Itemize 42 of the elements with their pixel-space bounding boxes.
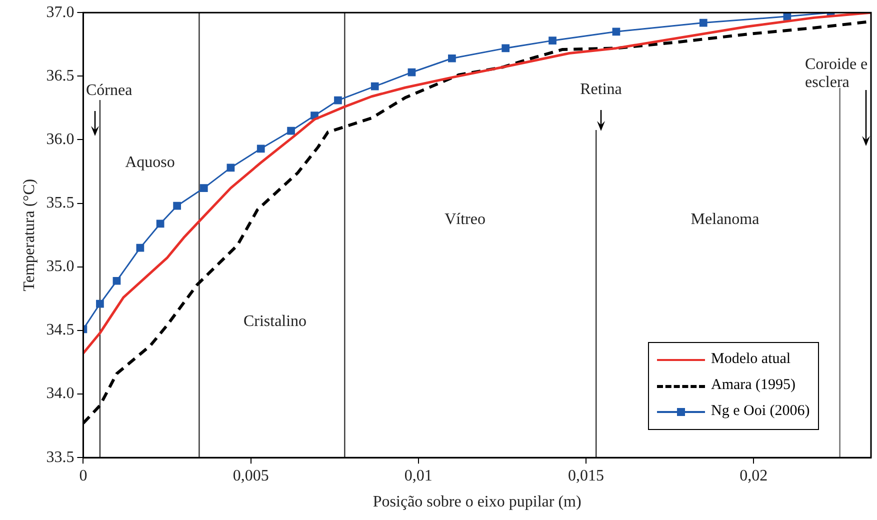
x-tick-label: 0,005 — [232, 467, 269, 484]
x-tick-label: 0,015 — [568, 467, 604, 484]
x-tick-label: 0,02 — [740, 467, 768, 484]
point — [699, 18, 708, 27]
x-tick-label: 0,01 — [404, 467, 432, 484]
y-tick-label: 36.0 — [46, 130, 74, 148]
point — [408, 68, 416, 76]
point — [287, 126, 295, 135]
point — [200, 184, 208, 192]
y-tick-label: 33.5 — [46, 448, 74, 466]
x-tick-label: 0 — [79, 467, 88, 484]
y-tick-label: 35.5 — [46, 194, 74, 212]
annotation: Retina — [580, 81, 622, 98]
point — [370, 82, 379, 90]
legend-label: Modelo atual — [711, 351, 791, 368]
legend-label: Ng e Ooi (2006) — [711, 403, 810, 420]
point — [256, 144, 265, 153]
point — [156, 220, 164, 228]
annotation: Aquoso — [125, 154, 175, 172]
y-tick-label: 34.0 — [46, 385, 74, 402]
y-tick-label: 34.5 — [46, 322, 74, 339]
annotation: Coroide e esclera — [805, 56, 868, 92]
point — [612, 28, 620, 36]
point — [136, 244, 144, 252]
point — [226, 164, 235, 172]
annotation: Cristalino — [243, 313, 307, 330]
annotation: Córnea — [86, 82, 132, 100]
y-axis-title: Temperatura (°C) — [20, 178, 38, 292]
point — [334, 96, 342, 104]
point — [112, 276, 121, 285]
point — [96, 300, 104, 308]
y-tick-label: 35.0 — [46, 258, 74, 276]
annotation: Melanoma — [690, 211, 760, 228]
y-tick-label: 36.5 — [46, 67, 74, 84]
x-axis-title: Posição sobre o eixo pupilar (m) — [372, 494, 582, 511]
point — [448, 54, 456, 62]
point — [502, 44, 510, 52]
y-tick-label: 37.0 — [46, 4, 74, 21]
point — [548, 36, 556, 45]
legend-label: Amara (1995) — [711, 377, 796, 394]
annotation: Vítreo — [444, 211, 486, 228]
point — [173, 202, 181, 210]
